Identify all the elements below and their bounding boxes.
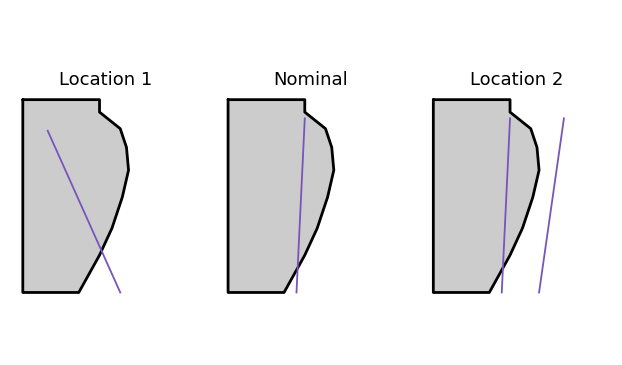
Polygon shape [434,100,539,292]
Title: Location 1: Location 1 [59,71,152,89]
Title: Location 2: Location 2 [470,71,563,89]
Title: Nominal: Nominal [274,71,348,89]
Polygon shape [23,100,129,292]
Polygon shape [228,100,334,292]
